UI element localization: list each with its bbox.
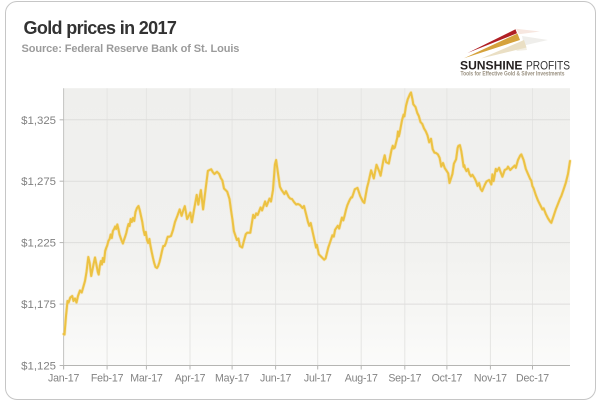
svg-text:$1,225: $1,225 [21,238,56,250]
svg-text:Jan-17: Jan-17 [48,373,79,385]
svg-text:Tools for Effective Gold & Sil: Tools for Effective Gold & Silver Invest… [461,70,565,77]
svg-text:PROFITS: PROFITS [526,59,570,73]
svg-text:$1,325: $1,325 [21,115,56,127]
svg-text:Jun-17: Jun-17 [260,373,291,385]
svg-text:Sep-17: Sep-17 [388,373,421,385]
svg-text:Feb-17: Feb-17 [91,373,124,385]
svg-text:Jul-17: Jul-17 [304,373,332,385]
svg-text:SUNSHINE: SUNSHINE [460,59,523,73]
svg-text:$1,125: $1,125 [21,361,56,373]
svg-text:$1,275: $1,275 [21,176,56,188]
svg-text:Mar-17: Mar-17 [130,373,163,385]
svg-text:Dec-17: Dec-17 [516,373,549,385]
svg-text:Oct-17: Oct-17 [432,373,463,385]
svg-text:$1,175: $1,175 [21,299,56,311]
svg-text:May-17: May-17 [215,373,249,385]
svg-text:Nov-17: Nov-17 [474,373,507,385]
svg-text:Aug-17: Aug-17 [345,373,378,385]
svg-text:Apr-17: Apr-17 [175,373,206,385]
